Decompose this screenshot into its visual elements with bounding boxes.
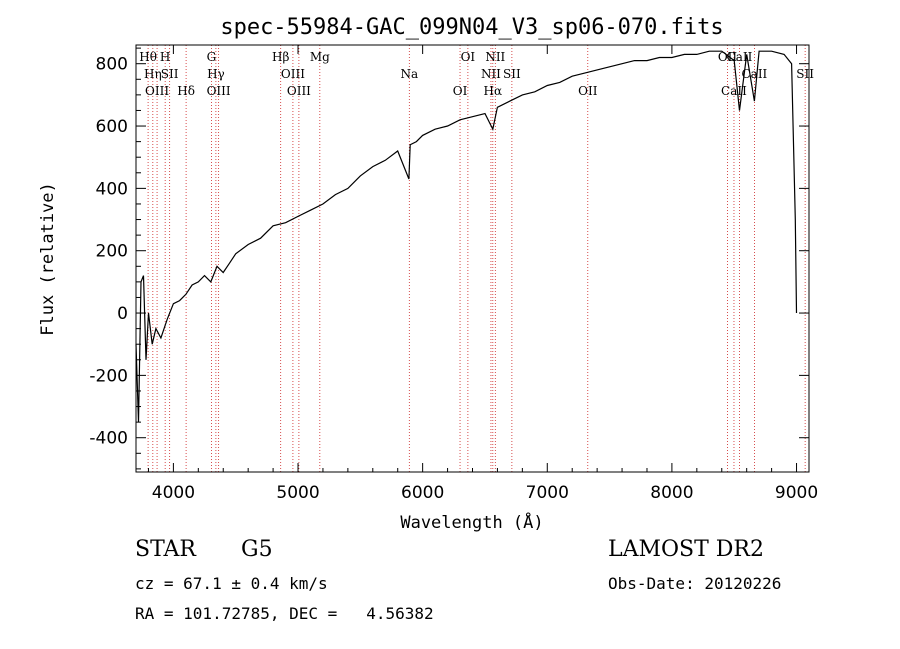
line-label-20: OII [578,84,598,98]
line-label-9: Hβ [272,50,289,64]
x-tick-label-2: 6000 [401,483,444,503]
line-label-7: Hγ [207,67,225,81]
line-label-19: SII [503,67,521,81]
y-tick-label-3: 200 [96,242,128,262]
y-tick-label-5: 600 [96,117,128,137]
x-tick-label-5: 9000 [775,483,818,503]
line-label-0: Hθ [139,50,157,64]
x-tick-label-3: 7000 [526,483,569,503]
line-label-18: NII [485,50,505,64]
line-label-21: OII [718,50,738,64]
line-label-2: OIII [145,84,169,98]
line-label-10: OIII [281,67,305,81]
line-label-14: OI [453,84,468,98]
line-label-3: H [160,50,170,64]
line-label-12: Mg [310,50,330,64]
spectral-line-markers [147,45,806,472]
line-label-15: OI [461,50,476,64]
line-label-8: OIII [207,84,231,98]
spectral-line-labels: Hθ Hη OIII H SII Hδ G Hγ OIII Hβ OIII OIII Mg Na OI OI N… [139,50,814,98]
y-tick-label-4: 400 [96,179,128,199]
line-label-23: CaII [721,84,747,98]
y-axis-label: Flux (relative) [38,182,58,336]
line-label-25: CaII [741,67,767,81]
x-axis-ticks: 4000 5000 6000 7000 8000 9000 [147,45,818,503]
x-tick-label-1: 5000 [276,483,319,503]
y-tick-label-2: 0 [117,304,128,324]
line-label-22: SII [796,67,814,81]
y-tick-label-6: 800 [96,55,128,75]
line-label-13: Na [400,67,418,81]
y-tick-label-1: -200 [89,366,128,386]
line-label-4: SII [161,67,179,81]
plot-frame [135,44,810,473]
coordinates: RA = 101.72785, DEC = 4.56382 [135,604,434,623]
line-label-5: Hδ [177,84,195,98]
object-subclass: G5 [241,537,273,562]
spectrum-series [135,50,798,423]
line-label-6: G [207,50,217,64]
survey-name: LAMOST DR2 [608,537,764,562]
chart-title: spec-55984-GAC_099N04_V3_sp06-070.fits [220,15,723,40]
line-label-1: Hη [144,67,162,81]
line-label-17: Hα [484,84,503,98]
observation-date: Obs-Date: 20120226 [608,574,782,593]
line-label-11: OIII [287,84,311,98]
line-label-24: CaII [727,50,753,64]
line-label-16: NII [481,67,501,81]
redshift-value: cz = 67.1 ± 0.4 km/s [135,574,328,593]
y-axis-ticks: -400 -200 0 200 400 600 800 [89,47,809,470]
x-axis-label: Wavelength (Å) [400,511,543,533]
x-tick-label-4: 8000 [650,483,693,503]
y-tick-label-0: -400 [89,429,128,449]
x-tick-label-0: 4000 [152,483,195,503]
spectrum-line-0 [135,50,798,423]
object-class: STAR [135,537,196,562]
